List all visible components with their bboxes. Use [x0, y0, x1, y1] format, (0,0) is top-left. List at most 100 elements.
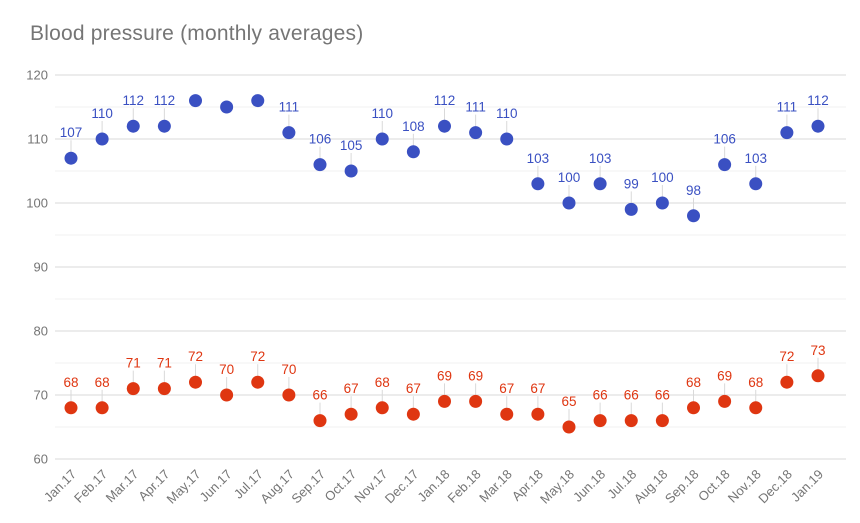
x-axis-tick-label: Feb.18 — [445, 467, 484, 506]
data-point[interactable] — [64, 151, 78, 165]
x-axis-tick-label: Sep.18 — [662, 467, 702, 507]
data-point[interactable] — [157, 119, 171, 133]
data-point[interactable] — [126, 119, 140, 133]
x-axis-tick-label: Mar.18 — [476, 467, 515, 506]
data-point-label: 67 — [344, 381, 359, 396]
data-point[interactable] — [189, 94, 202, 108]
data-point[interactable] — [469, 394, 483, 408]
data-point-label: 70 — [219, 362, 234, 377]
data-point-label: 103 — [589, 151, 612, 166]
data-point-label: 72 — [188, 349, 203, 364]
data-point-label: 72 — [779, 349, 794, 364]
data-point[interactable] — [313, 414, 327, 428]
data-point-label: 111 — [777, 100, 798, 115]
data-point[interactable] — [189, 375, 202, 389]
x-axis-tick-label: Mar.17 — [103, 467, 142, 506]
data-point[interactable] — [718, 394, 732, 408]
data-point[interactable] — [780, 375, 794, 389]
data-point[interactable] — [562, 420, 576, 434]
x-axis-tick-label: Sep.17 — [288, 467, 328, 507]
data-point[interactable] — [95, 401, 109, 415]
y-axis-tick-label: 80 — [34, 324, 48, 339]
x-axis-tick-label: Dec.17 — [382, 467, 422, 507]
data-point[interactable] — [126, 382, 140, 396]
data-point-label: 67 — [406, 381, 421, 396]
data-point[interactable] — [344, 407, 358, 421]
data-point[interactable] — [562, 196, 576, 210]
data-point[interactable] — [500, 407, 514, 421]
data-point-label: 68 — [686, 375, 701, 390]
data-point-label: 67 — [530, 381, 545, 396]
y-axis-tick-label: 60 — [34, 452, 48, 467]
data-point[interactable] — [406, 407, 420, 421]
data-point[interactable] — [406, 145, 420, 159]
data-point[interactable] — [375, 132, 389, 146]
data-point[interactable] — [780, 126, 794, 140]
data-point-label: 68 — [375, 375, 390, 390]
y-axis-tick-label: 110 — [27, 132, 48, 147]
data-point[interactable] — [655, 196, 669, 210]
data-point-label: 108 — [402, 119, 425, 134]
data-point-label: 100 — [651, 170, 674, 185]
data-point[interactable] — [157, 382, 171, 396]
data-point[interactable] — [655, 414, 669, 428]
data-point[interactable] — [749, 177, 763, 191]
data-point[interactable] — [531, 407, 545, 421]
y-axis-tick-label: 90 — [34, 260, 48, 275]
data-point-label: 68 — [63, 375, 78, 390]
data-point[interactable] — [811, 119, 825, 133]
data-point[interactable] — [344, 164, 358, 178]
data-point-label: 106 — [309, 132, 332, 147]
data-point[interactable] — [251, 94, 265, 108]
data-point[interactable] — [282, 388, 296, 402]
data-point[interactable] — [593, 177, 607, 191]
data-point-label: 107 — [60, 125, 83, 140]
data-point-label: 69 — [437, 368, 452, 383]
x-axis-tick-label: Jan.18 — [414, 467, 452, 505]
data-point-label: 106 — [713, 132, 736, 147]
x-axis-tick-label: Jun.18 — [570, 467, 608, 505]
data-point[interactable] — [531, 177, 545, 191]
data-point[interactable] — [438, 394, 451, 408]
data-point-label: 98 — [686, 183, 701, 198]
data-point[interactable] — [220, 100, 234, 114]
data-point[interactable] — [687, 401, 700, 415]
data-point-label: 71 — [157, 356, 172, 371]
data-point[interactable] — [624, 414, 638, 428]
data-point-label: 112 — [807, 93, 829, 108]
data-point[interactable] — [469, 126, 483, 140]
data-point-label: 69 — [468, 368, 483, 383]
data-point[interactable] — [624, 202, 638, 216]
data-point[interactable] — [64, 401, 78, 415]
data-point[interactable] — [251, 375, 265, 389]
data-point[interactable] — [282, 126, 296, 140]
data-point[interactable] — [687, 209, 700, 223]
x-axis-tick-label: Jan.19 — [788, 467, 826, 505]
x-axis-tick-label: May.18 — [537, 467, 577, 507]
data-point[interactable] — [438, 119, 451, 133]
data-point-label: 68 — [748, 375, 763, 390]
x-axis-tick-label: Feb.17 — [71, 467, 110, 506]
data-point-label: 110 — [91, 106, 113, 121]
data-point-label: 112 — [154, 93, 176, 108]
data-point[interactable] — [313, 158, 327, 172]
data-point[interactable] — [749, 401, 763, 415]
x-axis-tick-label: Dec.18 — [755, 467, 795, 507]
data-point[interactable] — [811, 369, 825, 383]
y-axis-tick-label: 120 — [26, 68, 48, 83]
x-axis-tick-label: Jun.17 — [197, 467, 235, 505]
data-point-label: 66 — [624, 388, 639, 403]
data-point-label: 65 — [561, 394, 576, 409]
data-point[interactable] — [718, 158, 732, 172]
y-axis-tick-label: 100 — [26, 196, 48, 211]
data-point-label: 99 — [624, 176, 639, 191]
data-point[interactable] — [95, 132, 109, 146]
data-point[interactable] — [593, 414, 607, 428]
data-point[interactable] — [500, 132, 514, 146]
data-point[interactable] — [375, 401, 389, 415]
x-axis-tick-label: Aug.17 — [257, 467, 297, 507]
data-point[interactable] — [220, 388, 234, 402]
data-point-label: 71 — [126, 356, 141, 371]
data-point-label: 111 — [279, 100, 300, 115]
